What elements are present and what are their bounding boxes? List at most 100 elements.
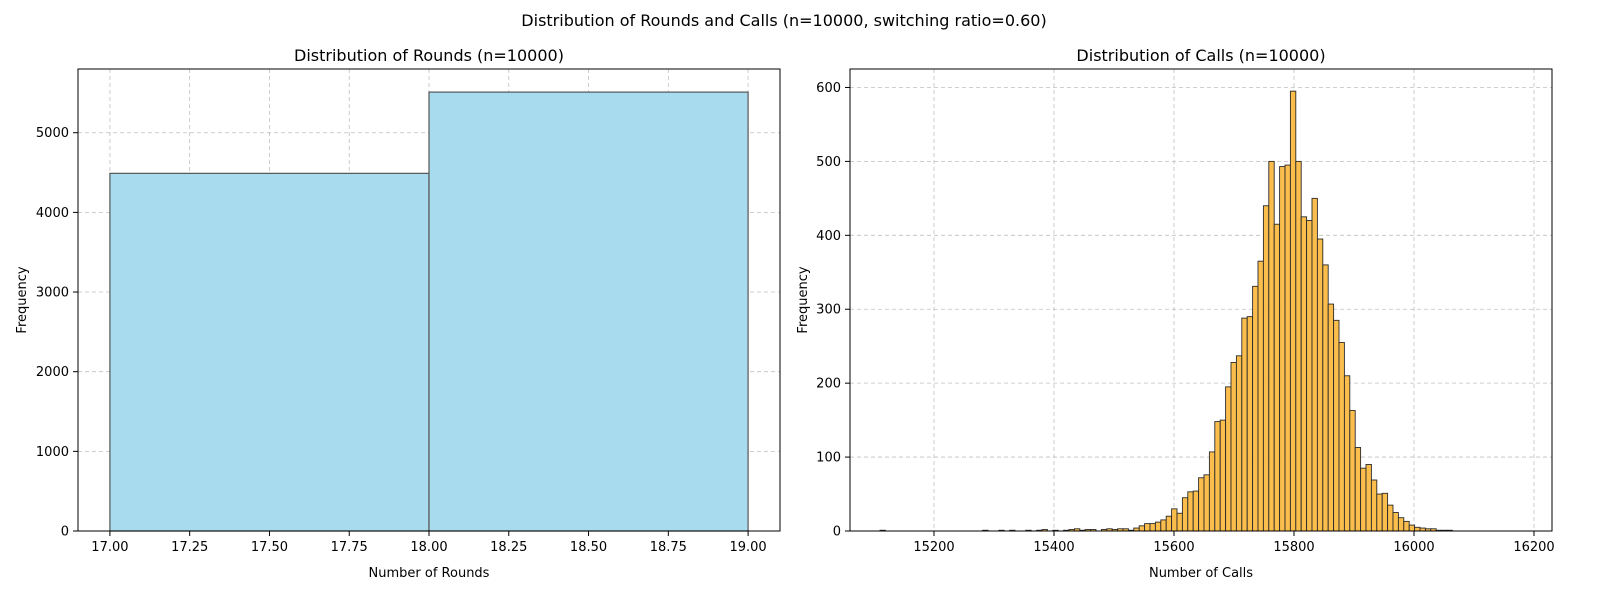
calls-histogram-bar (1230, 362, 1237, 532)
calls-histogram-bar (1252, 285, 1259, 532)
rounds-x-tick-label: 17.25 (171, 540, 208, 555)
calls-histogram-bar (1176, 512, 1183, 532)
calls-y-tick-label: 400 (816, 229, 841, 244)
calls-histogram-bar (1316, 238, 1324, 532)
calls-y-tick-label: 500 (816, 155, 841, 170)
rounds-x-tick-label: 18.75 (650, 540, 687, 555)
rounds-bars (109, 91, 749, 532)
calls-x-tick-label: 15400 (1033, 540, 1074, 555)
calls-histogram-bar (1387, 504, 1394, 532)
rounds-x-axis-label: Number of Rounds (369, 566, 490, 581)
calls-histogram-bar (1414, 526, 1421, 532)
calls-histogram-axes: Distribution of Calls (n=10000) Number o… (796, 46, 1555, 581)
calls-histogram-bar (1311, 197, 1318, 532)
calls-histogram-bar (1144, 523, 1151, 532)
calls-chart-title: Distribution of Calls (n=10000) (1076, 46, 1325, 65)
calls-histogram-bar (1338, 342, 1345, 532)
rounds-histogram-bar (109, 172, 430, 532)
calls-histogram-bar (1333, 319, 1340, 532)
calls-histogram-bar (1360, 467, 1367, 532)
calls-histogram-bar (1154, 521, 1162, 532)
calls-histogram-bar (1284, 164, 1291, 532)
rounds-y-tick-label: 1000 (36, 445, 69, 460)
calls-histogram-bar (1392, 512, 1399, 532)
rounds-x-tick-label: 17.00 (91, 540, 128, 555)
rounds-x-tick-label: 17.50 (251, 540, 288, 555)
calls-histogram-bar (1235, 355, 1243, 532)
calls-y-tick-label: 300 (816, 303, 841, 318)
rounds-axes-frame (77, 68, 781, 532)
rounds-y-axis-label: Frequency (15, 266, 30, 333)
calls-histogram-bar (1181, 497, 1189, 532)
calls-histogram-bar (1397, 517, 1405, 532)
calls-histogram-bar (1327, 303, 1335, 532)
calls-x-tick-label: 15800 (1273, 540, 1314, 555)
calls-histogram-bar (1268, 160, 1275, 532)
rounds-x-tick-label: 18.25 (490, 540, 527, 555)
calls-histogram-bar (1262, 205, 1270, 532)
calls-histogram-bar (1279, 166, 1286, 532)
calls-histogram-bar (1343, 375, 1351, 532)
calls-bars (879, 90, 1453, 532)
calls-histogram-bar (1295, 160, 1302, 532)
calls-histogram-bar (1203, 474, 1210, 532)
calls-histogram-bar (1408, 524, 1416, 532)
calls-y-tick-label: 0 (833, 525, 841, 540)
calls-histogram-bar (1187, 491, 1194, 532)
calls-histogram-bar (1192, 490, 1200, 532)
calls-y-tick-label: 200 (816, 377, 841, 392)
calls-histogram-bar (1322, 264, 1329, 532)
rounds-ticks: 17.00 17.25 17.50 17.75 18.00 18.25 18.50 18.75… (36, 126, 767, 555)
calls-x-tick-label: 15600 (1153, 540, 1194, 555)
rounds-x-tick-label: 18.00 (410, 540, 447, 555)
calls-axes-frame (849, 68, 1553, 532)
calls-histogram-bar (1381, 492, 1389, 532)
calls-histogram-bar (1403, 520, 1410, 532)
calls-histogram-bar (1365, 464, 1372, 532)
rounds-x-tick-label: 17.75 (331, 540, 368, 555)
calls-ticks: 15200 15400 15600 15800 16000 16200 0 100 200 300… (816, 81, 1555, 555)
calls-histogram-bar (1273, 223, 1281, 532)
calls-histogram-bar (1171, 508, 1178, 532)
calls-y-tick-label: 100 (816, 451, 841, 466)
calls-histogram-bar (1165, 515, 1173, 532)
calls-histogram-bar (1376, 493, 1383, 532)
rounds-y-tick-label: 2000 (36, 365, 69, 380)
calls-histogram-bar (1354, 447, 1362, 532)
calls-histogram-bar (1246, 316, 1254, 532)
calls-x-tick-label: 16200 (1513, 540, 1554, 555)
calls-histogram-bar (1138, 525, 1146, 532)
calls-histogram-bar (1257, 260, 1264, 532)
calls-x-tick-label: 15200 (913, 540, 954, 555)
calls-y-tick-label: 600 (816, 81, 841, 96)
calls-grid (850, 69, 1552, 532)
calls-histogram-bar (1225, 386, 1232, 532)
calls-histogram-bar (1370, 479, 1378, 532)
calls-histogram-bar (1198, 477, 1205, 532)
calls-x-tick-label: 16000 (1393, 540, 1434, 555)
rounds-histogram-bar (428, 91, 749, 532)
rounds-y-tick-label: 3000 (36, 286, 69, 301)
calls-histogram-bar (1214, 421, 1221, 532)
rounds-y-tick-label: 5000 (36, 126, 69, 141)
calls-histogram-bar (1241, 317, 1248, 532)
rounds-x-tick-label: 19.00 (729, 540, 766, 555)
calls-histogram-bar (1349, 410, 1356, 532)
calls-histogram-bar (1208, 451, 1216, 532)
calls-histogram-bar (1160, 519, 1167, 532)
calls-histogram-bar (1219, 419, 1227, 532)
rounds-histogram-axes: Distribution of Rounds (n=10000) Number … (15, 46, 781, 581)
calls-x-axis-label: Number of Calls (1149, 566, 1253, 581)
rounds-y-tick-label: 0 (61, 525, 69, 540)
calls-y-axis-label: Frequency (796, 266, 811, 333)
calls-histogram-bar (1300, 216, 1308, 532)
rounds-x-tick-label: 18.50 (570, 540, 607, 555)
calls-histogram-bar (1149, 523, 1156, 532)
figure-suptitle: Distribution of Rounds and Calls (n=1000… (521, 11, 1046, 30)
rounds-y-tick-label: 4000 (36, 206, 69, 221)
calls-histogram-bar (1289, 90, 1297, 532)
rounds-chart-title: Distribution of Rounds (n=10000) (294, 46, 564, 65)
calls-histogram-bar (1306, 220, 1313, 532)
